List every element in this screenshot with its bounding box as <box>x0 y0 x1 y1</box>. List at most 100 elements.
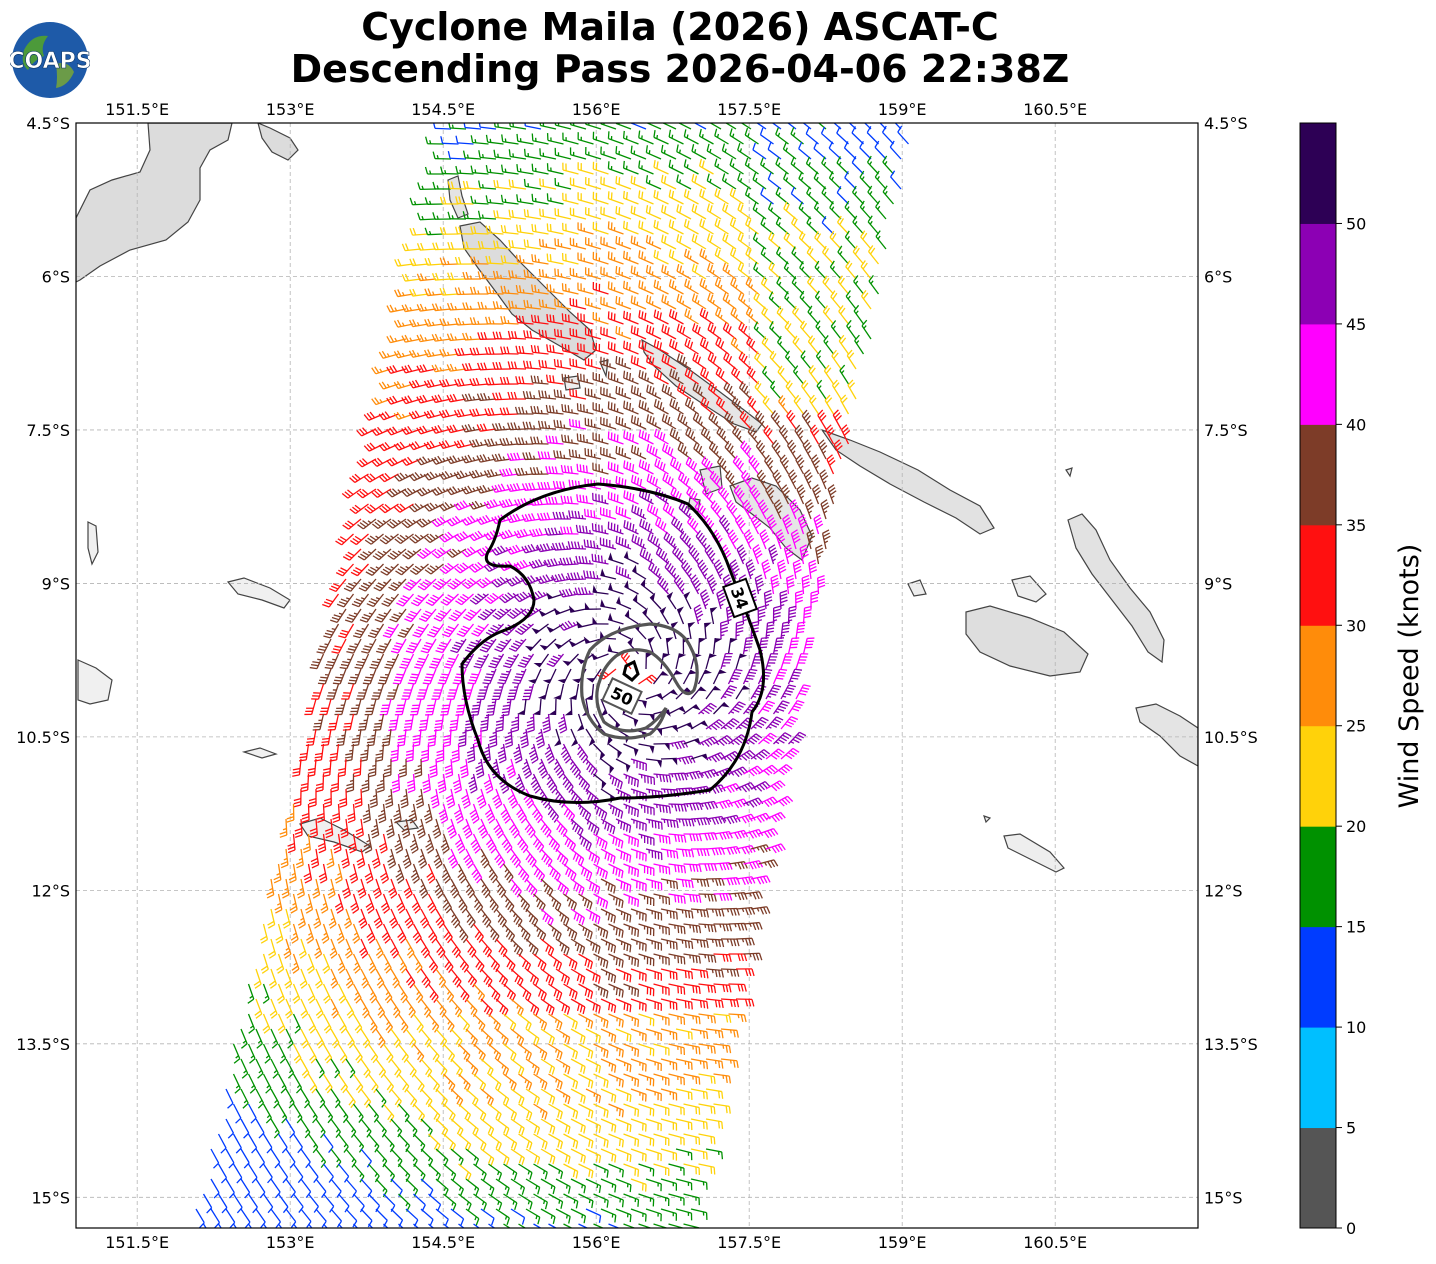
wind-barb <box>440 166 459 175</box>
wind-barb <box>554 238 572 250</box>
lat-tick-left: 12°S <box>31 881 70 900</box>
land-guadalcanal <box>965 605 1089 677</box>
wind-barb <box>706 173 722 190</box>
lon-tick-bottom: 151.5°E <box>105 1233 169 1252</box>
wind-barb <box>622 130 639 145</box>
wind-barb <box>401 243 422 252</box>
wind-barb <box>653 130 669 145</box>
wind-barb <box>867 185 879 205</box>
land-rennell <box>983 815 1065 873</box>
wind-barb <box>806 186 819 205</box>
wind-barb <box>478 150 497 160</box>
wind-barb <box>562 192 579 205</box>
wind-barb <box>485 134 504 145</box>
wind-barb <box>760 157 774 175</box>
land-new-britain <box>76 123 233 283</box>
colorbar-tick-label: 5 <box>1346 1119 1356 1138</box>
wind-barb <box>836 126 849 145</box>
wind-barb <box>752 142 767 160</box>
wind-barb <box>683 129 699 145</box>
wind-barb <box>439 257 459 266</box>
wind-barb <box>538 238 557 250</box>
wind-barb <box>653 219 669 235</box>
wind-barb <box>630 145 647 160</box>
wind-barb <box>638 190 654 205</box>
wind-barb <box>561 253 579 265</box>
wind-barb <box>493 210 512 220</box>
wind-barb <box>745 217 759 235</box>
wind-barb <box>737 232 752 250</box>
wind-barb <box>531 223 549 235</box>
wind-barb <box>477 210 497 220</box>
wind-barb <box>562 132 579 145</box>
wind-barb <box>433 123 452 130</box>
wind-barb <box>462 150 482 160</box>
wind-barb <box>585 177 602 190</box>
wind-barb <box>485 164 504 175</box>
wind-barb <box>607 191 624 205</box>
wind-barb <box>546 163 564 175</box>
colorbar-bin <box>1300 524 1336 626</box>
colorbar-label: Wind Speed (knots) <box>1394 544 1425 809</box>
wind-barb <box>585 237 602 250</box>
lon-tick-bottom: 156°E <box>572 1233 621 1252</box>
colorbar-bin <box>1300 223 1336 325</box>
lon-tick-bottom: 160.5°E <box>1023 1233 1087 1252</box>
wind-barb <box>851 155 864 175</box>
wind-barb <box>455 165 474 175</box>
wind-barb <box>691 173 707 190</box>
wind-barb <box>607 161 624 175</box>
wind-barb <box>531 193 549 205</box>
wind-barb <box>622 220 639 235</box>
wind-barb <box>875 230 887 250</box>
wind-barb <box>592 131 609 145</box>
wind-barb <box>424 166 444 175</box>
wind-barb <box>516 133 534 145</box>
wind-barb <box>615 146 632 160</box>
wind-barb <box>661 204 677 220</box>
wind-barb <box>859 170 872 190</box>
wind-barb <box>645 205 662 220</box>
wind-barb <box>509 123 527 130</box>
wind-barb <box>889 140 902 160</box>
wind-barb <box>585 146 602 160</box>
wind-barb <box>709 123 722 130</box>
land-woodlark <box>77 521 291 759</box>
wind-barb <box>432 151 452 160</box>
lat-tick-right: 13.5°S <box>1204 1035 1258 1054</box>
wind-barb <box>767 142 782 160</box>
lat-tick-right: 7.5°S <box>1204 421 1248 440</box>
wind-barb <box>759 127 774 145</box>
wind-barb <box>615 176 632 190</box>
chart-title: Cyclone Maila (2026) ASCAT-C Descending … <box>230 6 1130 90</box>
wind-barb <box>523 148 542 160</box>
wind-barb <box>500 164 519 175</box>
wind-barb <box>806 216 819 235</box>
wind-barb <box>439 227 459 235</box>
lat-tick-right: 10.5°S <box>1204 728 1258 747</box>
wind-barb <box>714 218 729 235</box>
wind-barb <box>851 185 864 205</box>
wind-barb <box>508 149 527 160</box>
wind-barb <box>676 144 692 160</box>
wind-barb <box>836 215 849 235</box>
wind-barb <box>722 203 737 220</box>
wind-barb <box>828 171 842 190</box>
colorbar-bin <box>1300 1127 1336 1229</box>
wind-barb <box>683 159 699 175</box>
wind-barb <box>546 253 564 265</box>
wind-barb <box>645 235 662 250</box>
lat-tick-left: 9°S <box>42 574 70 593</box>
wind-barb <box>798 201 812 220</box>
wind-barb <box>866 125 879 145</box>
wind-barb <box>531 133 549 145</box>
wind-barb <box>454 226 474 235</box>
wind-barb <box>577 192 594 205</box>
wind-barb <box>569 177 587 190</box>
wind-barb <box>740 123 752 130</box>
colorbar-tick-label: 10 <box>1346 1018 1366 1037</box>
wind-barb <box>645 145 662 160</box>
wind-barb <box>791 216 804 235</box>
wind-barb <box>821 186 834 205</box>
wind-barb <box>600 206 617 220</box>
